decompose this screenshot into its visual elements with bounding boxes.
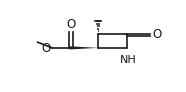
Text: O: O: [152, 28, 161, 41]
Text: NH: NH: [119, 55, 136, 65]
Text: O: O: [41, 42, 51, 55]
Polygon shape: [69, 46, 98, 49]
Text: O: O: [66, 17, 76, 31]
